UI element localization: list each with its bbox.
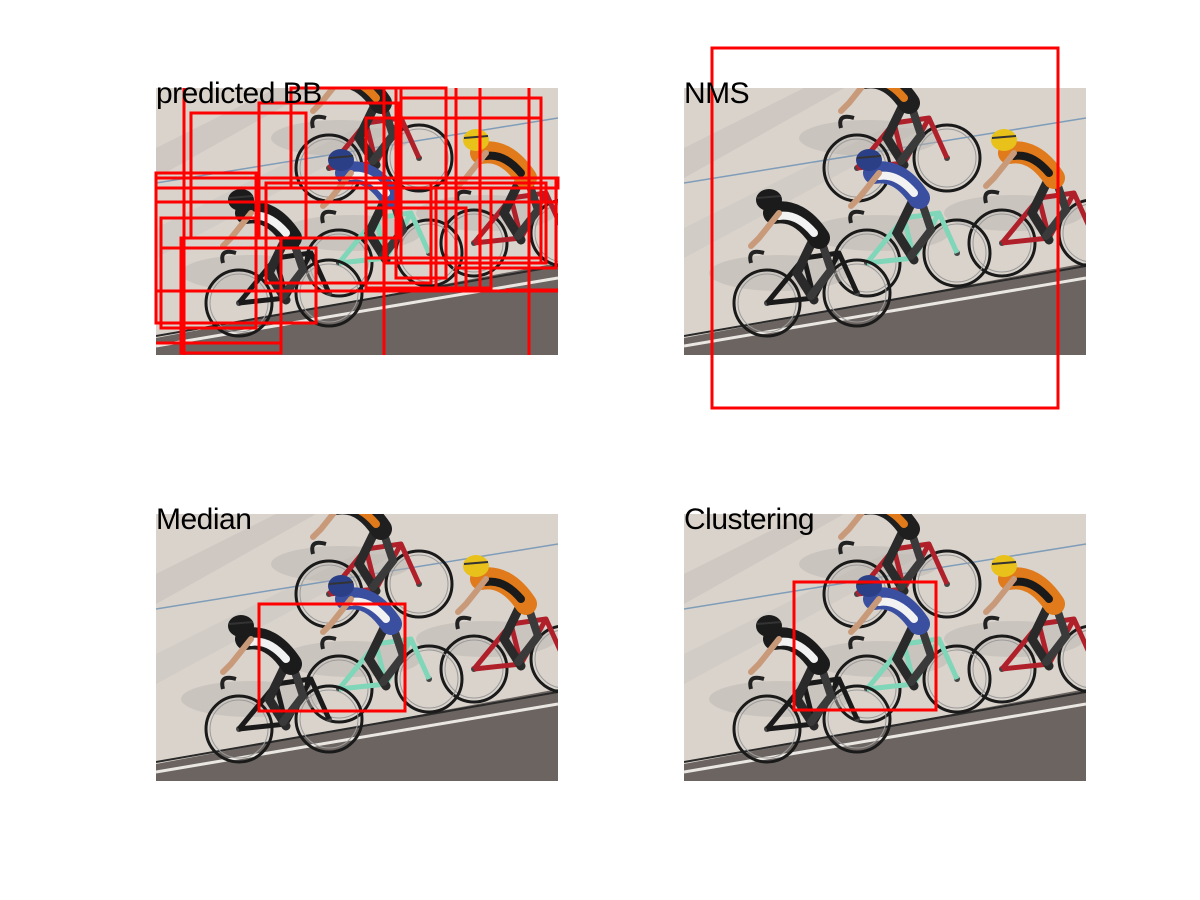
cyclists-photo bbox=[684, 88, 1086, 355]
panel-title: predicted BB bbox=[156, 77, 322, 110]
panel-title: NMS bbox=[684, 77, 750, 110]
panel-median: Median bbox=[156, 504, 558, 781]
cyclists-photo bbox=[156, 88, 558, 355]
cyclists-photo bbox=[684, 514, 1086, 781]
cyclists-photo bbox=[156, 514, 558, 781]
panel-title: Clustering bbox=[684, 503, 815, 536]
panel-nms: NMS bbox=[684, 46, 1086, 410]
panel-title: Median bbox=[156, 503, 252, 536]
panel-predicted-bb: predicted BB bbox=[154, 78, 560, 355]
panel-clustering: Clustering bbox=[684, 504, 1086, 781]
